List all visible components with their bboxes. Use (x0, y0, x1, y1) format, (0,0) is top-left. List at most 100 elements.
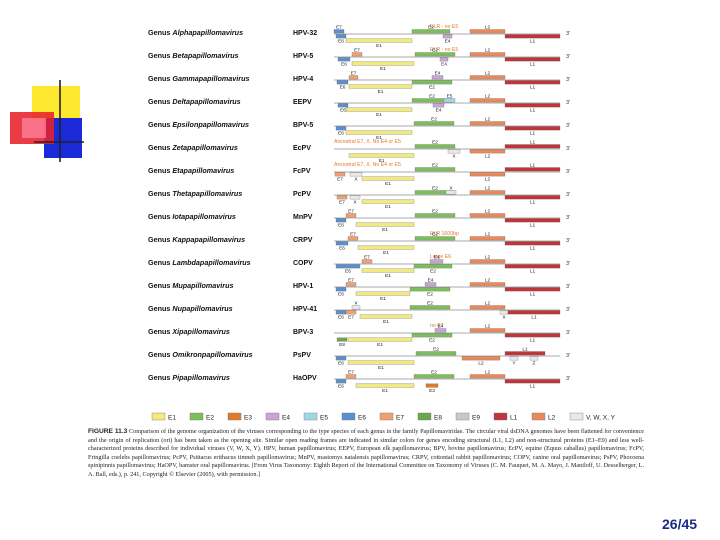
orf-bar (504, 144, 561, 149)
legend-swatch (227, 412, 242, 421)
orf-bar (504, 241, 561, 246)
orf-bar (347, 337, 413, 342)
genus-species: Etapapillomavirus (172, 166, 234, 175)
orf-label: L2 (485, 154, 491, 160)
orf-label: L1 (530, 246, 536, 252)
virus-name: MnPV (293, 214, 313, 221)
orf-label: E5 (447, 93, 453, 99)
genus-row: Genus Omikronpapillomavirus PsPV 3' E2 L1 E6 L… (148, 346, 570, 371)
orf-bar (443, 98, 456, 103)
genus-species: Iotapapillomavirus (172, 212, 236, 221)
orf-label: L1 (530, 39, 536, 45)
orf-label: L1 (530, 338, 536, 344)
genome-note: ELR - no E5 (430, 24, 458, 30)
orf-label: E2 (429, 93, 435, 99)
orf-label: X (354, 300, 358, 306)
orf-bar (504, 57, 561, 62)
legend-label: E5 (320, 415, 328, 422)
orf-bar (434, 328, 447, 333)
orf-bar (348, 75, 359, 80)
slide-decoration (10, 80, 84, 162)
orf-bar (355, 383, 415, 388)
orf-bar (336, 195, 348, 200)
orf-label: E7 (339, 200, 345, 206)
genus-word: Genus (148, 212, 172, 221)
orf-label: E6 (340, 85, 346, 91)
genus-name: Genus Lambdapapillomavirus (148, 258, 251, 267)
page-number: 26/45 (662, 516, 698, 532)
orf-bar (447, 149, 461, 154)
orf-bar (355, 222, 415, 227)
legend-swatch (417, 412, 432, 421)
orf-bar (361, 259, 373, 264)
orf-label: L2 (485, 231, 491, 237)
genus-name: Genus Gammapapillomavirus (148, 74, 249, 83)
orf-label: X (452, 154, 456, 160)
orf-bar (355, 291, 411, 296)
orf-label: E2 (429, 338, 435, 344)
genus-species: Pipapillomavirus (172, 373, 230, 382)
genus-name: Genus Epsilonpapillomavirus (148, 120, 249, 129)
orf-label: L2 (485, 47, 491, 53)
genus-row: Genus Alphapapillomavirus HPV-32 3' ELR - n… (148, 24, 570, 49)
orf-label: E2 (431, 116, 437, 122)
orf-label: E2 (432, 208, 438, 214)
genus-row: Genus Betapapillomavirus HPV-5 3' ELR - no … (148, 47, 570, 72)
orf-bar (349, 172, 363, 177)
orf-bar (429, 259, 444, 264)
genus-row: Genus Gammapapillomavirus HPV-4 3' E7 E4 L2 E6… (148, 70, 570, 95)
orf-label: E3 (429, 388, 435, 394)
genus-species: Omikronpapillomavirus (172, 350, 252, 359)
orf-bar (461, 356, 501, 361)
virus-name: BPV-5 (293, 122, 313, 129)
orf-label: E6 (338, 384, 344, 390)
orf-label: L1 (530, 384, 536, 390)
legend-swatch (493, 412, 508, 421)
orf-bar (424, 282, 437, 287)
orf-bar (337, 103, 349, 108)
orf-label: E6 (338, 223, 344, 229)
three-prime-label: 3' (566, 307, 570, 313)
orf-bar (504, 126, 561, 131)
orf-bar (345, 107, 413, 112)
orf-label: E6 (338, 292, 344, 298)
genus-row: Genus Etapapillomavirus FcPV 3' Ancestral E… (148, 162, 570, 187)
orf-label: E8 (339, 342, 345, 348)
orf-label: L2 (485, 177, 491, 183)
orf-bar (469, 29, 506, 34)
orf-label: E7 (348, 369, 354, 375)
orf-label: L1 (530, 200, 536, 206)
orf-label: L2 (485, 24, 491, 30)
orf-label: L1 (522, 346, 528, 352)
genus-species: Lambdapapillomavirus (172, 258, 250, 267)
legend-label: L1 (510, 415, 518, 422)
orf-bar (469, 149, 506, 154)
orf-bar (469, 190, 506, 195)
orf-label: E2 (432, 162, 438, 168)
genus-row: Genus Zetapapillomavirus EcPV 3' Ancestral … (148, 139, 570, 164)
orf-label: E2 (432, 231, 438, 237)
legend-swatch (379, 412, 394, 421)
orf-label: E1 (376, 112, 382, 118)
orf-label: E2 (429, 85, 435, 91)
orf-bar (415, 351, 457, 356)
orf-bar (349, 195, 361, 200)
orf-label: L2 (485, 323, 491, 329)
orf-bar (445, 190, 457, 195)
legend-label: E3 (244, 415, 252, 422)
virus-name: PsPV (293, 352, 311, 359)
virus-name: HPV-32 (293, 30, 317, 37)
orf-bar (504, 34, 561, 39)
genus-word: Genus (148, 258, 172, 267)
orf-bar (507, 310, 561, 315)
orf-label: E1 (377, 342, 383, 348)
genus-species: Epsilonpapillomavirus (172, 120, 249, 129)
orf-bar (499, 310, 509, 315)
virus-name: EcPV (293, 145, 311, 152)
orf-label: E1 (382, 227, 388, 233)
virus-name: HPV-1 (293, 283, 313, 290)
orf-bar (409, 287, 451, 292)
genus-row: Genus Epsilonpapillomavirus BPV-5 3' E2 L2 E6… (148, 116, 570, 141)
three-prime-label: 3' (566, 376, 570, 382)
